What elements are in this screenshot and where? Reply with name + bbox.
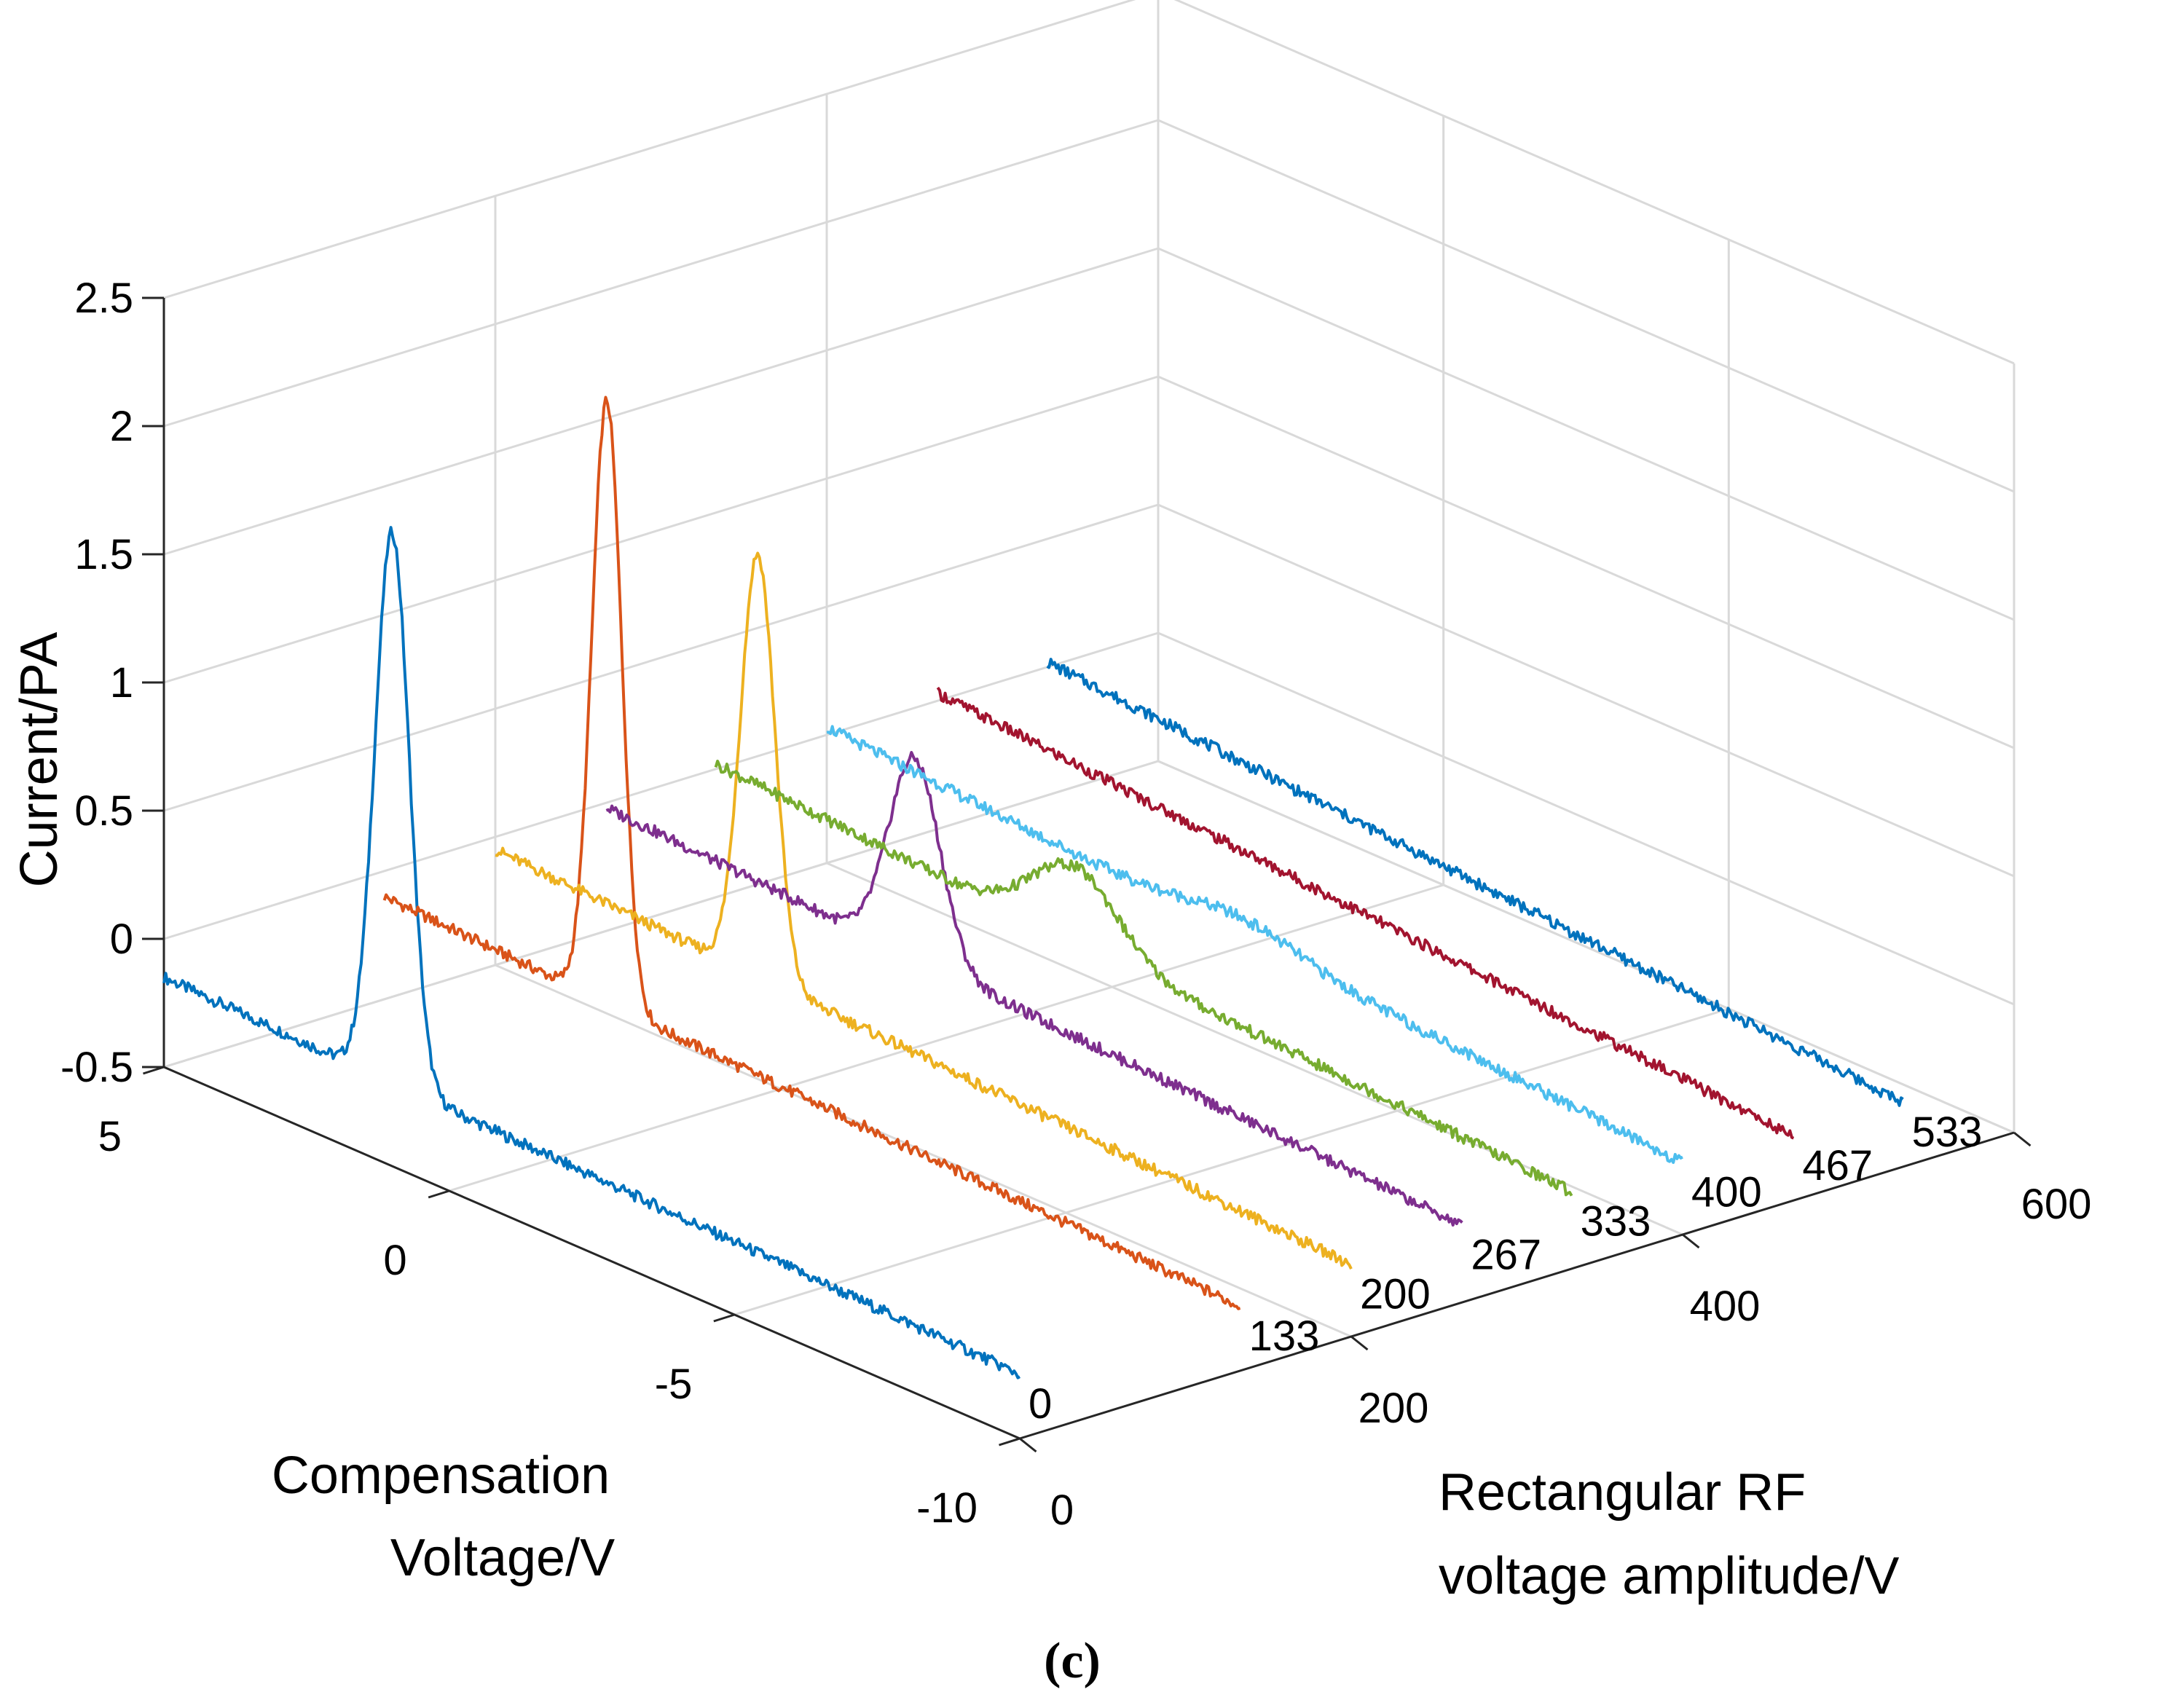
grid-line bbox=[163, 503, 1159, 812]
x-tick-label: -10 bbox=[916, 1484, 978, 1532]
z-tick-label: -0.5 bbox=[60, 1044, 133, 1091]
series-label-133: 133 bbox=[1249, 1313, 1320, 1360]
x-tick-mark bbox=[143, 1066, 165, 1075]
series-line-267 bbox=[605, 751, 1463, 1227]
z-tick-label: 0.5 bbox=[74, 787, 133, 835]
series-line-533 bbox=[1046, 658, 1904, 1107]
series-line-400 bbox=[826, 725, 1683, 1164]
figure-caption: (c) bbox=[1044, 1633, 1101, 1689]
y-tick-label: 600 bbox=[2021, 1181, 2092, 1228]
series-line-0 bbox=[162, 526, 1020, 1380]
y-tick-label: 200 bbox=[1358, 1385, 1429, 1432]
x-tick-label: -5 bbox=[655, 1361, 693, 1408]
grid-line bbox=[163, 119, 1159, 428]
z-tick-label: 2 bbox=[110, 403, 133, 450]
y-axis-line bbox=[1019, 1131, 2015, 1440]
series-label-467: 467 bbox=[1802, 1142, 1873, 1189]
series-label-267: 267 bbox=[1471, 1232, 1541, 1279]
z-tick-label: 2.5 bbox=[74, 275, 133, 322]
series-line-200 bbox=[495, 551, 1353, 1270]
grid-lines bbox=[162, 0, 2016, 1440]
grid-line bbox=[1157, 247, 2015, 621]
grid-line bbox=[1157, 119, 2015, 493]
grid-line bbox=[163, 0, 1136, 299]
grid-line bbox=[163, 375, 1159, 684]
grid-line bbox=[1157, 503, 2015, 878]
grid-line bbox=[1173, 0, 2015, 365]
y-tick-mark bbox=[1350, 1335, 1369, 1351]
y-tick-mark bbox=[1682, 1233, 1700, 1249]
series-lines bbox=[162, 395, 1904, 1380]
grid-line bbox=[734, 1007, 1729, 1316]
x-tick-label: 0 bbox=[383, 1237, 406, 1284]
y-tick-mark bbox=[1019, 1437, 1037, 1453]
x-axis-line bbox=[163, 1066, 1020, 1440]
series-label-200: 200 bbox=[1360, 1270, 1431, 1318]
grid-line bbox=[826, 862, 1683, 1236]
z-axis-label: Current/PA bbox=[10, 632, 68, 888]
grid-line bbox=[163, 247, 1159, 556]
y-tick-label: 400 bbox=[1690, 1283, 1761, 1330]
grid-line bbox=[495, 964, 1352, 1338]
series-label-533: 533 bbox=[1912, 1109, 1983, 1156]
x-tick-mark bbox=[713, 1313, 735, 1323]
grid-line bbox=[163, 631, 1159, 940]
y-tick-mark bbox=[2013, 1131, 2032, 1147]
series-line-333 bbox=[714, 760, 1573, 1197]
grid-line bbox=[1157, 631, 2015, 1006]
x-tick-mark bbox=[428, 1189, 450, 1199]
series-line-467 bbox=[936, 686, 1795, 1140]
grid-line bbox=[163, 760, 1159, 1069]
series-label-333: 333 bbox=[1581, 1197, 1651, 1245]
axes bbox=[142, 296, 2032, 1453]
x-axis-label-line1: Compensation bbox=[272, 1447, 610, 1505]
tick-labels: -0.5 0 0.5 1 1.5 2 2.5 5 0 -5 -10 0 200 400 600 0 133 200… bbox=[60, 275, 2091, 1534]
grid-line bbox=[1157, 760, 2015, 1134]
z-tick-label: 1 bbox=[110, 659, 133, 707]
y-axis-label-line1: Rectangular RF bbox=[1439, 1463, 1806, 1522]
series-label-0: 0 bbox=[1029, 1380, 1052, 1428]
grid-line bbox=[1157, 375, 2015, 749]
y-axis-label-line2: voltage amplitude/V bbox=[1439, 1547, 1899, 1605]
y-tick-label: 0 bbox=[1050, 1487, 1074, 1534]
series-label-400: 400 bbox=[1691, 1168, 1762, 1216]
x-tick-label: 5 bbox=[98, 1113, 122, 1160]
z-tick-label: 1.5 bbox=[74, 531, 133, 578]
series-line-133 bbox=[382, 395, 1241, 1310]
x-axis-label-line2: Voltage/V bbox=[390, 1529, 615, 1587]
x-tick-mark bbox=[999, 1437, 1020, 1447]
z-tick-label: 0 bbox=[110, 916, 133, 963]
